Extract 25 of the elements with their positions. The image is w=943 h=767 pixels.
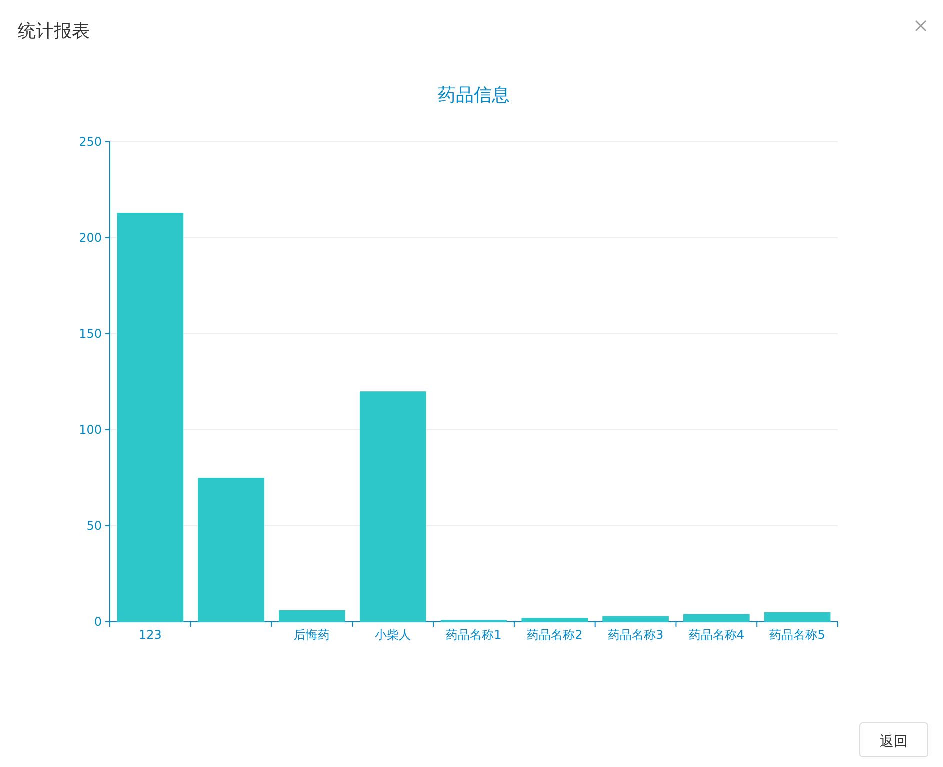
bar: [360, 392, 426, 622]
bar: [117, 213, 184, 622]
x-tick-label: 药品名称2: [527, 628, 583, 642]
x-tick-label: 123: [138, 628, 162, 642]
bar: [684, 614, 750, 622]
x-tick-label: 药品名称4: [688, 628, 744, 642]
y-tick-label: 0: [94, 615, 102, 629]
y-tick-label: 100: [79, 423, 102, 437]
bar: [198, 478, 264, 622]
bar: [602, 616, 669, 622]
y-tick-label: 50: [86, 519, 102, 533]
y-tick-label: 200: [79, 231, 102, 245]
x-tick-label: 后悔药: [294, 628, 330, 642]
text: 统计报表: [18, 21, 90, 42]
y-tick-label: 150: [79, 327, 102, 341]
x-tick-label: 药品名称1: [446, 628, 502, 642]
bar: [522, 618, 588, 622]
bar: [279, 610, 346, 622]
chart-title: 药品信息: [438, 85, 510, 106]
x-tick-label: 药品名称3: [608, 628, 664, 642]
x-tick-label: 药品名称5: [770, 628, 826, 642]
text: 返回: [880, 734, 908, 750]
x-tick-label: 小柴人: [375, 628, 412, 642]
bar: [764, 612, 831, 622]
y-tick-label: 250: [79, 135, 102, 149]
